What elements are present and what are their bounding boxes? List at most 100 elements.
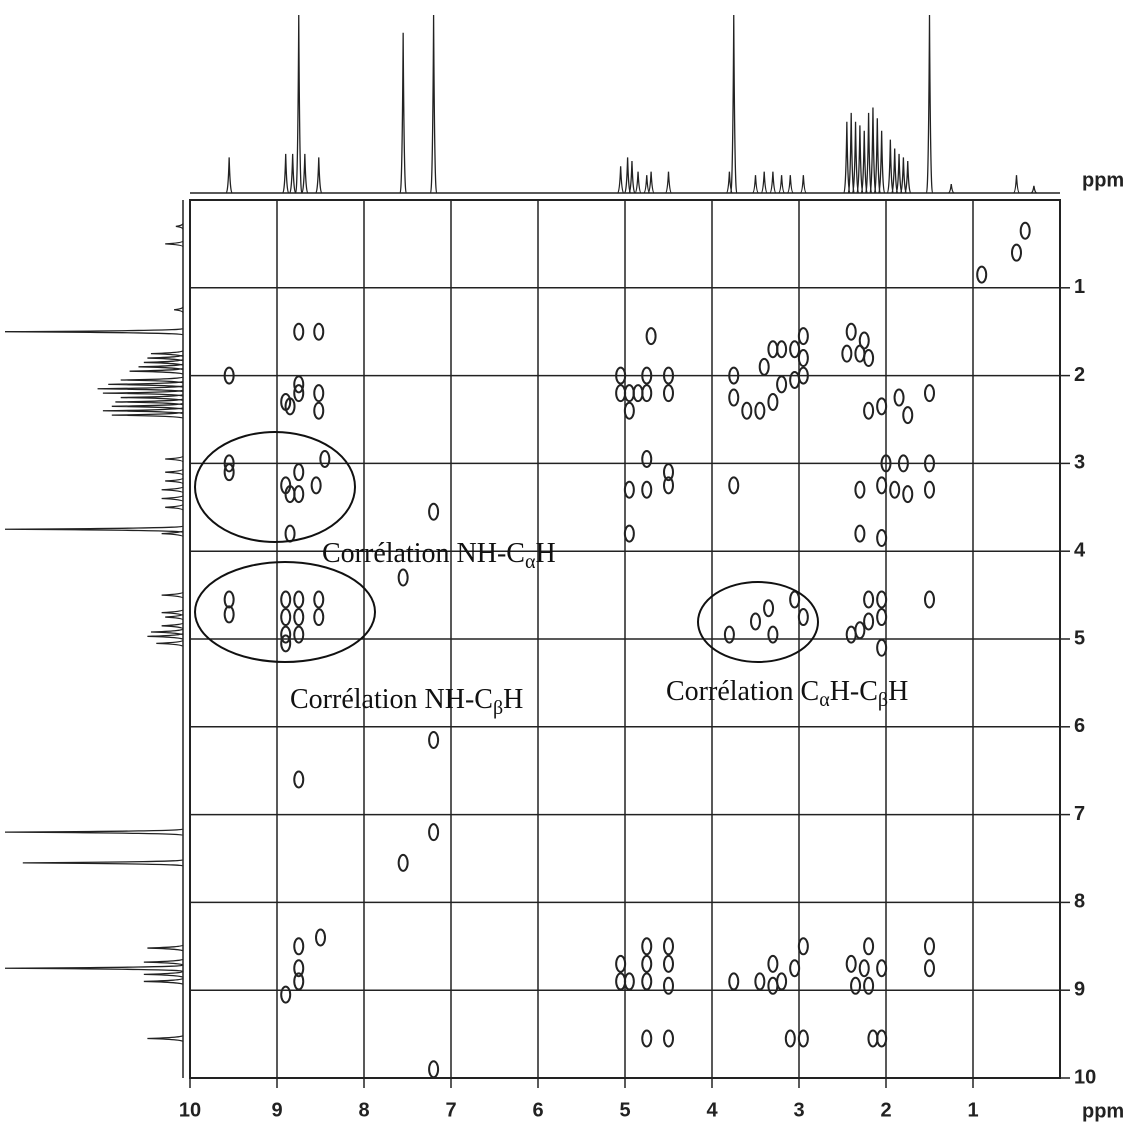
projection-peak xyxy=(891,148,899,194)
x-tick-label: 5 xyxy=(619,1099,630,1121)
cross-peak xyxy=(623,384,635,403)
highlight-ellipse xyxy=(697,581,819,663)
cross-peak xyxy=(728,366,740,385)
projection-peak xyxy=(97,385,184,393)
cross-peak xyxy=(876,638,888,657)
cross-peak xyxy=(789,959,801,978)
cross-peak xyxy=(754,401,766,420)
cross-peak xyxy=(767,954,779,973)
cross-peak xyxy=(863,401,875,420)
projection-peak xyxy=(111,411,184,419)
cross-peak xyxy=(663,384,674,403)
cross-peak xyxy=(767,625,779,644)
cross-peak xyxy=(663,954,674,973)
cross-peak xyxy=(293,608,305,627)
cross-peak xyxy=(858,959,870,978)
projection-peak xyxy=(786,175,794,194)
cross-peak xyxy=(663,463,674,482)
projection-peak xyxy=(925,14,934,194)
cross-peak xyxy=(728,972,740,991)
cross-peak xyxy=(641,384,653,403)
cross-peak xyxy=(641,954,653,973)
cross-peak xyxy=(893,388,905,407)
cross-peak xyxy=(797,1029,809,1048)
projection-peak xyxy=(108,380,184,389)
cross-peak xyxy=(615,954,627,973)
cross-peak xyxy=(641,450,653,469)
cross-peak xyxy=(293,375,305,394)
cross-peak xyxy=(615,384,627,403)
cross-peak xyxy=(863,976,875,995)
projection-peak xyxy=(1013,175,1020,194)
projection-peak xyxy=(643,175,651,194)
projection-peak xyxy=(147,632,184,641)
x-tick-label: 10 xyxy=(179,1099,201,1121)
cross-peak xyxy=(293,959,305,978)
projection-peak xyxy=(730,14,738,194)
projection-peak xyxy=(895,153,903,194)
projection-peak xyxy=(860,130,868,194)
projection-peak xyxy=(873,118,881,194)
projection-peak xyxy=(4,828,184,836)
cross-peak xyxy=(663,476,674,495)
annotation-text: Corrélation C xyxy=(666,676,819,707)
projection-peak xyxy=(174,306,184,313)
cross-peak xyxy=(284,397,296,416)
cross-peak xyxy=(293,463,305,482)
cross-peak xyxy=(876,476,888,495)
cross-peak xyxy=(641,972,653,991)
projection-peak xyxy=(634,171,642,194)
annotation-text: H xyxy=(888,676,908,707)
cross-peak xyxy=(319,450,331,469)
x-tick-label: 2 xyxy=(880,1099,891,1121)
projection-peak xyxy=(165,613,184,621)
projection-peak xyxy=(301,153,309,194)
projection-peak xyxy=(161,622,184,630)
cross-peak xyxy=(280,625,292,644)
cross-peak xyxy=(1019,221,1031,240)
cross-peak xyxy=(223,605,235,624)
annotation-text: H-C xyxy=(830,676,878,707)
cross-peak xyxy=(663,366,674,385)
cross-peak xyxy=(313,608,325,627)
cross-peak xyxy=(924,480,935,499)
highlight-ellipse xyxy=(194,561,376,663)
projection-peak xyxy=(869,107,877,194)
projection-peak xyxy=(904,160,912,194)
cross-peak xyxy=(1011,243,1022,262)
cross-peak xyxy=(280,590,292,609)
plot-frame xyxy=(189,199,1061,1079)
projection-peak xyxy=(856,125,864,194)
projection-peak xyxy=(161,591,184,599)
cross-peak xyxy=(645,327,657,346)
projection-peak xyxy=(617,166,625,194)
cross-peak xyxy=(293,770,305,789)
annotation-subscript: β xyxy=(878,689,888,711)
cross-peak xyxy=(876,608,888,627)
cross-peak xyxy=(313,401,325,420)
cross-peak xyxy=(880,454,892,473)
projection-peak xyxy=(147,1034,184,1043)
projection-peak xyxy=(864,112,873,194)
cross-peak xyxy=(924,959,935,978)
cross-peak xyxy=(293,485,305,504)
cross-peak xyxy=(767,340,779,359)
cross-peak xyxy=(632,384,644,403)
x-tick-label: 8 xyxy=(358,1099,369,1121)
cross-peak xyxy=(897,454,909,473)
projection-peak xyxy=(165,455,184,463)
projection-peak xyxy=(175,223,184,230)
annotation: Corrélation NH-CβH xyxy=(290,684,523,719)
y-tick-label: 2 xyxy=(1074,364,1085,386)
cross-peak xyxy=(623,480,635,499)
y-tick-label: 10 xyxy=(1074,1066,1096,1088)
projection-peak xyxy=(4,328,184,336)
cross-peak xyxy=(293,937,305,956)
cross-peak xyxy=(313,590,325,609)
annotation-text: H xyxy=(535,538,555,569)
cross-peak xyxy=(797,937,809,956)
projection-peak xyxy=(111,402,184,410)
projection-peak xyxy=(165,468,184,476)
cross-peak xyxy=(889,480,901,499)
x-tick-label: 9 xyxy=(271,1099,282,1121)
